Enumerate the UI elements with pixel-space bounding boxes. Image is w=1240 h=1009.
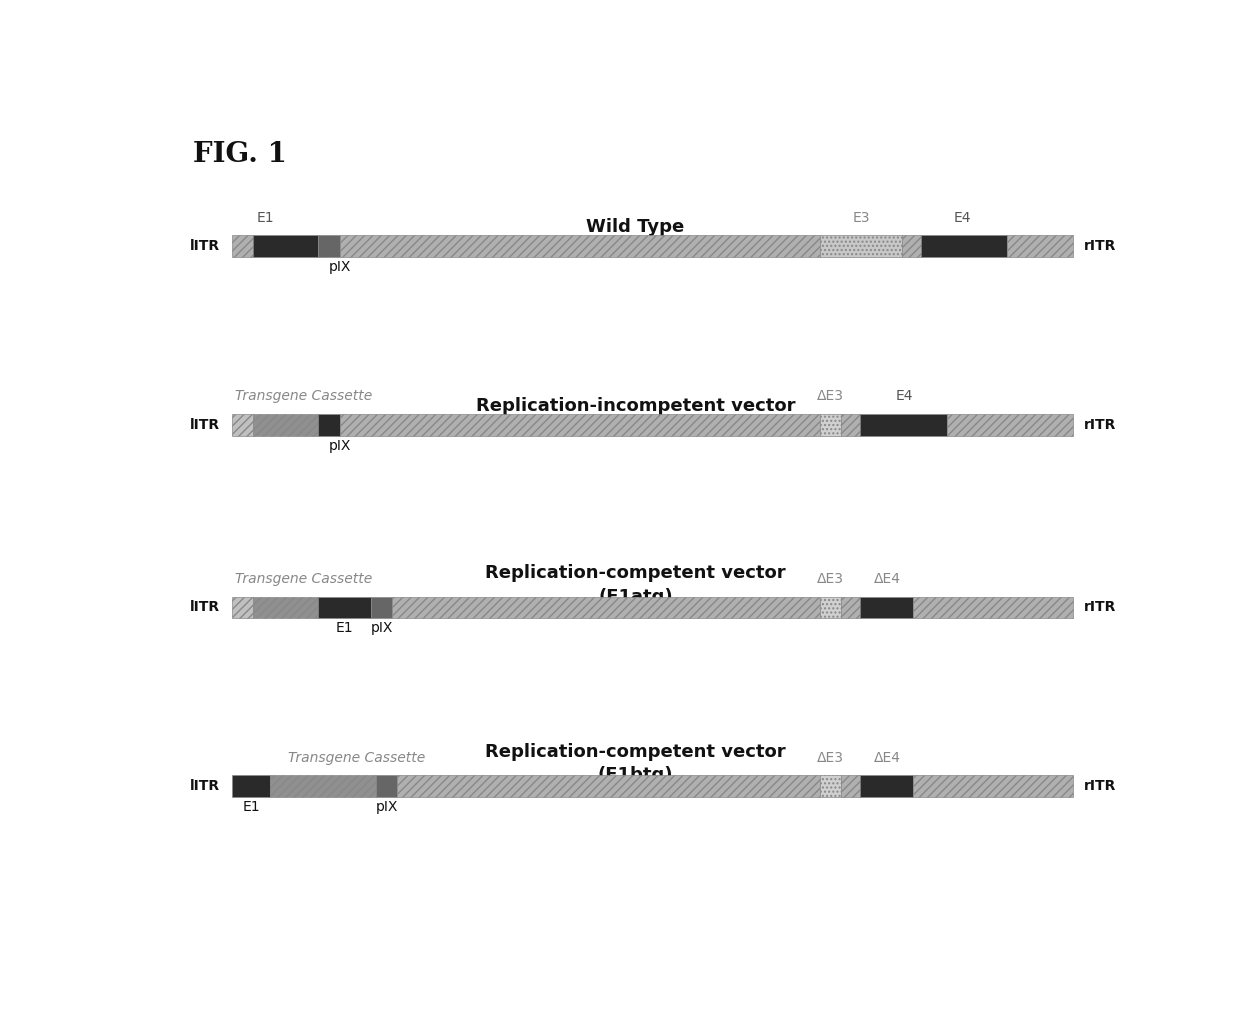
Text: FIG. 1: FIG. 1: [193, 140, 288, 167]
Bar: [253, 235, 319, 257]
Text: Replication-competent vector
(E1atg): Replication-competent vector (E1atg): [485, 564, 786, 605]
Bar: [901, 235, 921, 257]
Bar: [319, 235, 340, 257]
Bar: [841, 775, 861, 797]
Bar: [861, 414, 947, 436]
Bar: [820, 235, 901, 257]
Bar: [232, 775, 270, 797]
Text: rITR: rITR: [1084, 418, 1117, 432]
Text: ΔE4: ΔE4: [874, 572, 900, 586]
Text: Replication-incompetent vector: Replication-incompetent vector: [476, 397, 795, 415]
Bar: [841, 414, 861, 436]
Text: E4: E4: [954, 211, 971, 225]
Bar: [270, 775, 376, 797]
Text: ΔE3: ΔE3: [817, 389, 844, 404]
Text: pIX: pIX: [329, 260, 351, 274]
Bar: [319, 414, 340, 436]
Bar: [397, 775, 820, 797]
Bar: [947, 414, 1073, 436]
Bar: [253, 414, 319, 436]
Bar: [921, 235, 1007, 257]
Text: lITR: lITR: [190, 418, 221, 432]
Text: rITR: rITR: [1084, 600, 1117, 614]
Text: Transgene Cassette: Transgene Cassette: [288, 751, 425, 765]
Bar: [913, 775, 1073, 797]
Bar: [340, 235, 820, 257]
Text: Transgene Cassette: Transgene Cassette: [236, 572, 372, 586]
Text: pIX: pIX: [329, 439, 351, 453]
Bar: [820, 596, 841, 619]
Text: ΔE3: ΔE3: [817, 751, 844, 765]
Text: E1: E1: [257, 211, 274, 225]
Bar: [392, 596, 820, 619]
Text: ΔE3: ΔE3: [817, 572, 844, 586]
Bar: [861, 775, 913, 797]
Text: rITR: rITR: [1084, 779, 1117, 793]
Bar: [232, 596, 253, 619]
Text: lITR: lITR: [190, 239, 221, 253]
Text: pIX: pIX: [376, 800, 398, 813]
Bar: [253, 596, 319, 619]
Text: lITR: lITR: [190, 779, 221, 793]
Bar: [820, 414, 841, 436]
Bar: [1007, 235, 1073, 257]
Bar: [820, 775, 841, 797]
Text: E1: E1: [336, 621, 353, 635]
Text: E4: E4: [895, 389, 914, 404]
Text: Transgene Cassette: Transgene Cassette: [236, 389, 372, 404]
Bar: [861, 596, 913, 619]
Bar: [232, 235, 253, 257]
Text: Wild Type: Wild Type: [587, 218, 684, 236]
Bar: [232, 414, 253, 436]
Bar: [340, 414, 820, 436]
Bar: [376, 775, 397, 797]
Text: Replication-competent vector
(E1btg): Replication-competent vector (E1btg): [485, 743, 786, 784]
Text: lITR: lITR: [190, 600, 221, 614]
Bar: [841, 596, 861, 619]
Text: pIX: pIX: [371, 621, 393, 635]
Bar: [913, 596, 1073, 619]
Text: E1: E1: [242, 800, 260, 813]
Bar: [371, 596, 392, 619]
Text: E3: E3: [853, 211, 870, 225]
Text: rITR: rITR: [1084, 239, 1117, 253]
Text: ΔE4: ΔE4: [874, 751, 900, 765]
Bar: [319, 596, 371, 619]
